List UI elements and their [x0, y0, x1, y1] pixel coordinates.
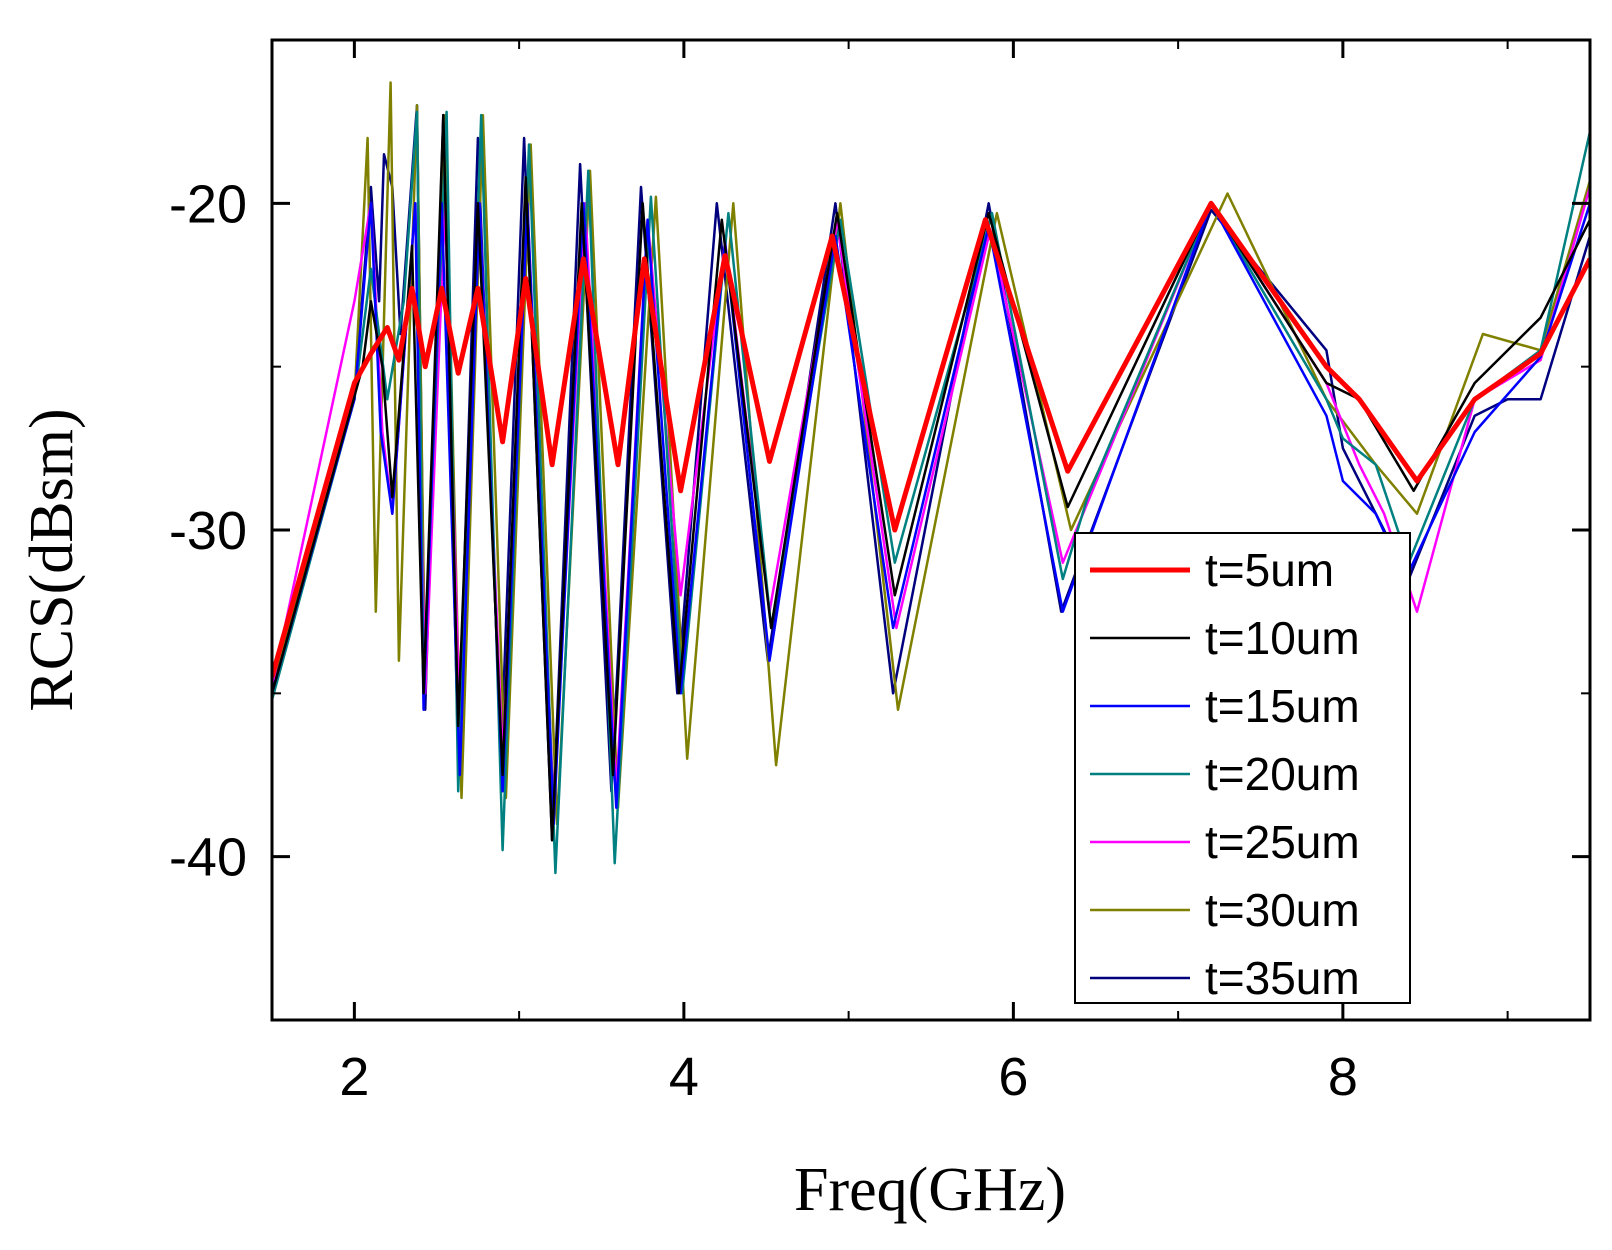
series-line-t=15um [272, 202, 1590, 826]
y-tick-label: -20 [169, 174, 247, 234]
x-tick-label: 6 [998, 1047, 1028, 1107]
legend-label: t=15um [1205, 680, 1360, 732]
legend-box [1074, 532, 1411, 1004]
legend-label: t=25um [1205, 816, 1360, 868]
legend-label: t=5um [1205, 544, 1334, 596]
legend: t=5um t=10um t=15um t=20um t=25um t=30um t=35u… [1074, 532, 1411, 1004]
legend-label: t=10um [1205, 612, 1360, 664]
y-axis-title: RCS(dBsm) [18, 408, 86, 711]
series-line-t=20um [272, 110, 1590, 875]
series-layer [272, 81, 1590, 875]
series-line-t=5um [272, 200, 1590, 678]
series-line-t=35um [272, 104, 1590, 842]
legend-label: t=30um [1205, 884, 1360, 936]
y-axis: -20 -30 -40 [169, 39, 1590, 1021]
y-tick-label: -40 [169, 828, 247, 888]
x-axis-title: Freq(GHz) [794, 1156, 1066, 1224]
x-axis: 2 4 6 8 [339, 40, 1509, 1107]
x-tick-label: 8 [1328, 1047, 1358, 1107]
x-tick-label: 2 [339, 1047, 369, 1107]
legend-label: t=35um [1205, 952, 1360, 1004]
series-line-t=10um [272, 113, 1590, 842]
x-tick-label: 4 [669, 1047, 699, 1107]
legend-label: t=20um [1205, 748, 1360, 800]
y-tick-label: -30 [169, 501, 247, 561]
